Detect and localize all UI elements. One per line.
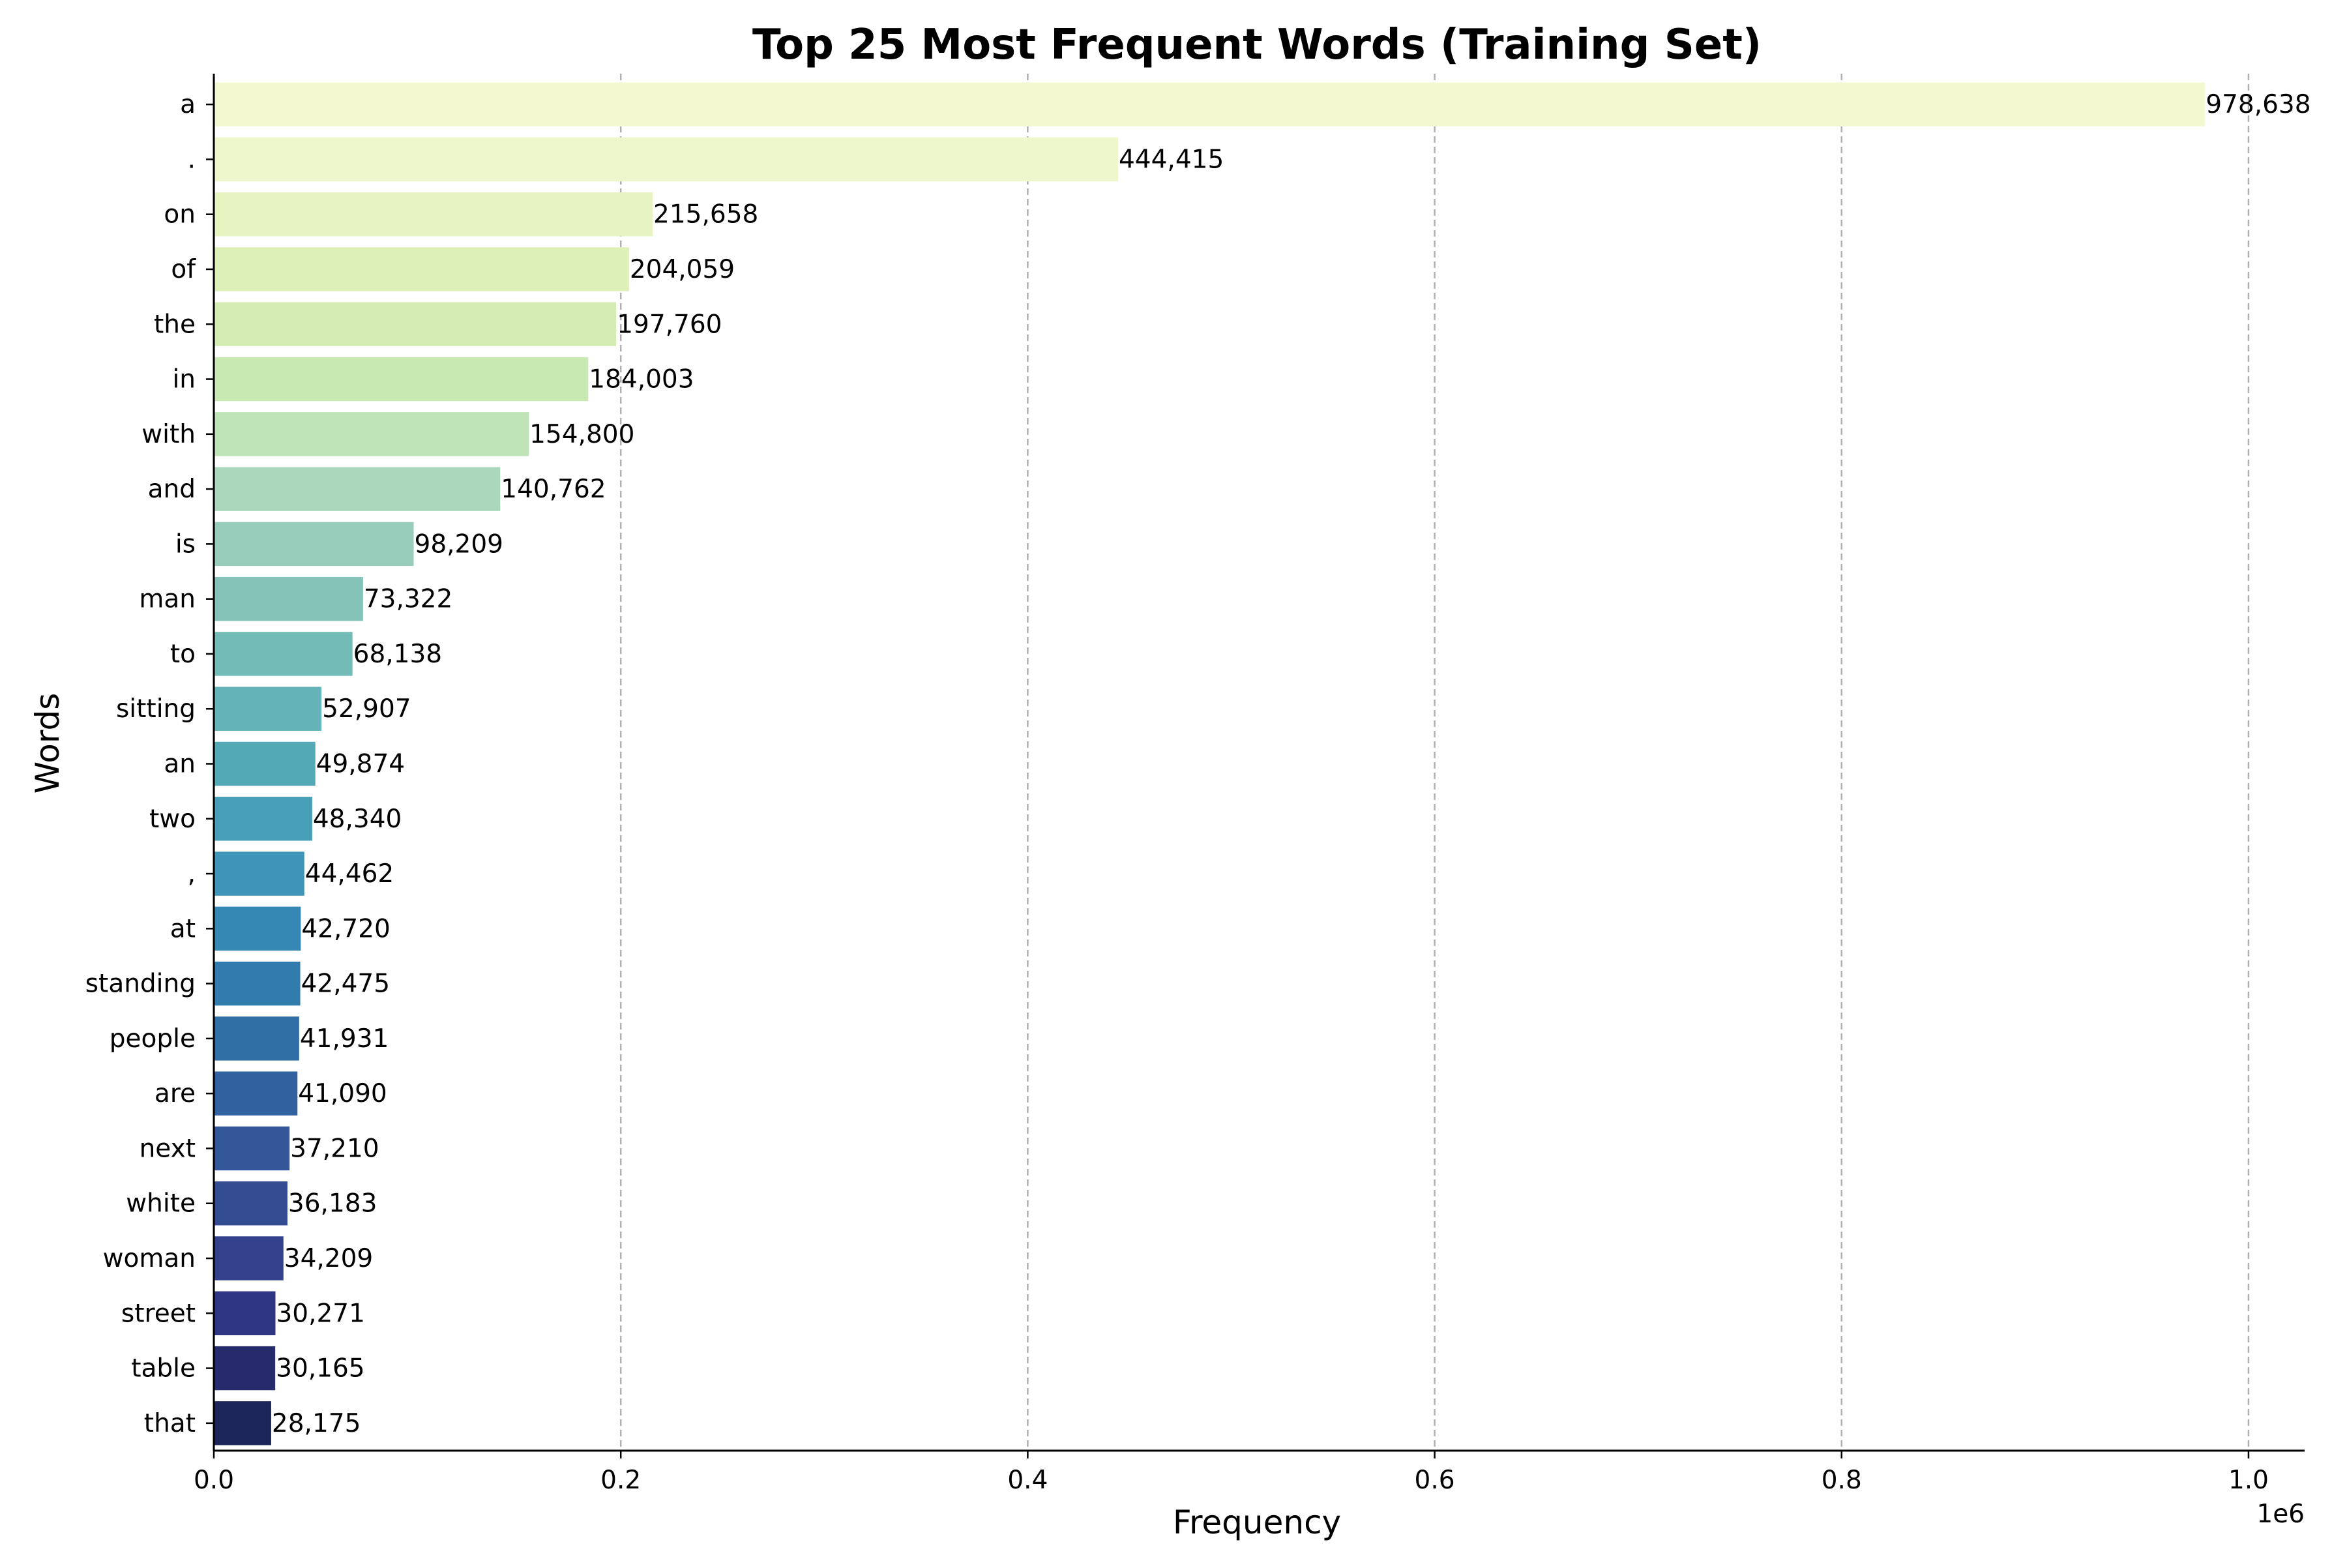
grid-lines [619,74,2250,1451]
bar-13 [214,741,316,786]
bar-19 [214,1071,298,1116]
y-tick-label: a [180,90,196,119]
bar-17 [214,961,301,1006]
y-tick-label: to [170,640,196,669]
x-axis-offset-label: 1e6 [2256,1500,2305,1529]
bar-14 [214,797,312,841]
value-label: 30,271 [276,1299,364,1328]
bar-12 [214,687,322,731]
bar-21 [214,1181,288,1226]
bar-15 [214,851,304,896]
bar-10 [214,576,363,621]
bar-7 [214,412,529,456]
bar-23 [214,1291,276,1336]
x-tick-label: 0.8 [1822,1466,1862,1495]
value-label: 42,475 [301,969,390,999]
bar-6 [214,357,589,402]
y-tick-label: the [154,310,196,339]
value-label: 154,800 [529,420,634,449]
y-tick-label: , [188,859,196,889]
value-label: 52,907 [322,694,411,724]
data-labels: 978,638 444,415 215,658 204,059 197,760 184,0… [272,90,2311,1438]
y-tick-label: at [170,914,196,943]
y-tick-label: woman [103,1244,196,1273]
y-tick-label: street [121,1299,196,1328]
value-label: 197,760 [617,310,722,339]
bar-4 [214,247,629,291]
y-tick-label: white [126,1189,196,1219]
y-tick-label: that [144,1409,196,1438]
y-tick-label: in [172,365,196,394]
x-tick-label: 0.0 [194,1466,234,1495]
y-tick-label: table [131,1354,196,1383]
bar-25 [214,1401,271,1445]
y-tick-label: and [148,475,196,504]
value-label: 37,210 [290,1134,379,1163]
y-tick-label: two [149,805,196,834]
value-label: 41,090 [298,1079,387,1108]
value-label: 140,762 [501,475,606,504]
bar-9 [214,522,414,567]
x-tick-label: 0.4 [1007,1466,1048,1495]
y-tick-label: with [141,420,196,449]
axes [206,74,2305,1458]
value-label: 68,138 [353,640,442,669]
value-label: 49,874 [316,750,405,779]
value-label: 204,059 [630,255,735,284]
bar-18 [214,1016,299,1061]
bar-3 [214,192,653,237]
value-label: 28,175 [272,1409,361,1438]
value-label: 184,003 [589,365,694,394]
value-label: 41,931 [300,1024,389,1054]
tick-labels: 0.0 0.2 0.4 0.6 0.8 1.0 a. on of the in with and is ma… [85,90,2269,1495]
value-label: 444,415 [1119,145,1224,174]
value-label: 48,340 [313,805,402,834]
y-tick-label: next [140,1134,196,1163]
x-tick-label: 0.2 [600,1466,641,1495]
y-tick-label: are [155,1079,196,1108]
chart-title: Top 25 Most Frequent Words (Training Set… [752,21,1762,69]
value-label: 44,462 [305,859,394,889]
y-tick-label: standing [85,969,196,999]
bar-1 [214,82,2206,126]
value-label: 42,720 [301,914,390,943]
y-tick-label: of [171,255,196,284]
x-tick-label: 0.6 [1415,1466,1455,1495]
bar-24 [214,1346,276,1391]
y-tick-label: . [188,145,196,174]
y-tick-label: people [110,1024,196,1054]
y-tick-label: an [164,750,196,779]
value-label: 98,209 [415,529,503,559]
x-axis-label: Frequency [1173,1503,1341,1541]
y-tick-label: on [164,200,196,229]
bar-11 [214,632,353,676]
bar-16 [214,906,301,951]
bar-2 [214,137,1118,182]
x-tick-label: 1.0 [2228,1466,2269,1495]
bar-8 [214,467,501,511]
value-label: 36,183 [288,1189,377,1219]
bar-5 [214,302,617,346]
y-tick-label: sitting [116,694,196,724]
value-label: 978,638 [2206,90,2310,119]
bar-22 [214,1236,284,1280]
bars [214,82,2206,1445]
y-axis-label: Words [29,693,66,794]
value-label: 73,322 [364,585,452,614]
y-tick-label: is [175,529,196,559]
y-tick-label: man [139,585,196,614]
value-label: 34,209 [284,1244,373,1273]
value-label: 30,165 [276,1354,364,1383]
value-label: 215,658 [653,200,758,229]
bar-20 [214,1126,290,1171]
